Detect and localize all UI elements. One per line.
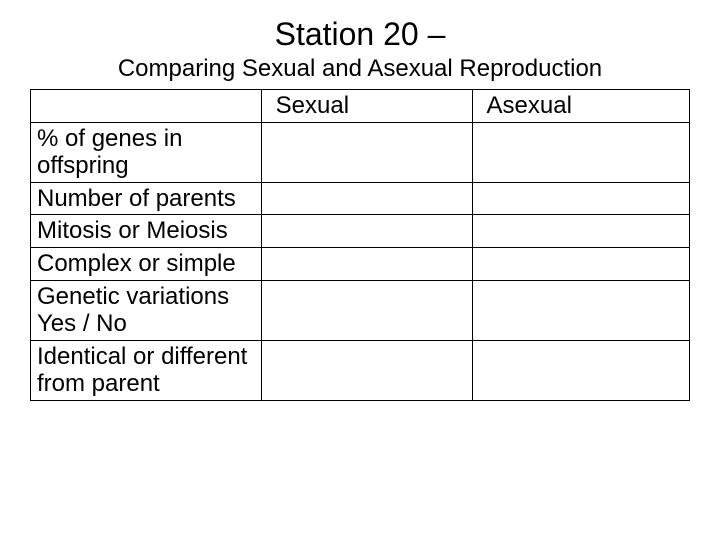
- header-sexual: Sexual: [261, 90, 472, 123]
- table-row: Identical or different from parent: [31, 340, 690, 400]
- cell-sexual: [261, 182, 472, 215]
- cell-sexual: [261, 215, 472, 248]
- cell-asexual: [472, 280, 689, 340]
- table-row: Genetic variations Yes / No: [31, 280, 690, 340]
- comparison-table: Sexual Asexual % of genes in offspring N…: [30, 89, 690, 401]
- table-header-row: Sexual Asexual: [31, 90, 690, 123]
- cell-sexual: [261, 247, 472, 280]
- page-subtitle: Comparing Sexual and Asexual Reproductio…: [30, 55, 690, 83]
- row-label: Mitosis or Meiosis: [31, 215, 262, 248]
- cell-sexual: [261, 122, 472, 182]
- cell-sexual: [261, 340, 472, 400]
- cell-asexual: [472, 122, 689, 182]
- table-row: Complex or simple: [31, 247, 690, 280]
- row-label: Number of parents: [31, 182, 262, 215]
- row-label: Genetic variations Yes / No: [31, 280, 262, 340]
- row-label: Complex or simple: [31, 247, 262, 280]
- cell-asexual: [472, 182, 689, 215]
- header-asexual: Asexual: [472, 90, 689, 123]
- cell-sexual: [261, 280, 472, 340]
- page-title: Station 20 –: [30, 16, 690, 53]
- table-row: % of genes in offspring: [31, 122, 690, 182]
- cell-asexual: [472, 247, 689, 280]
- cell-asexual: [472, 215, 689, 248]
- page: Station 20 – Comparing Sexual and Asexua…: [0, 0, 720, 540]
- row-label: Identical or different from parent: [31, 340, 262, 400]
- header-blank: [31, 90, 262, 123]
- row-label: % of genes in offspring: [31, 122, 262, 182]
- table-row: Mitosis or Meiosis: [31, 215, 690, 248]
- cell-asexual: [472, 340, 689, 400]
- table-row: Number of parents: [31, 182, 690, 215]
